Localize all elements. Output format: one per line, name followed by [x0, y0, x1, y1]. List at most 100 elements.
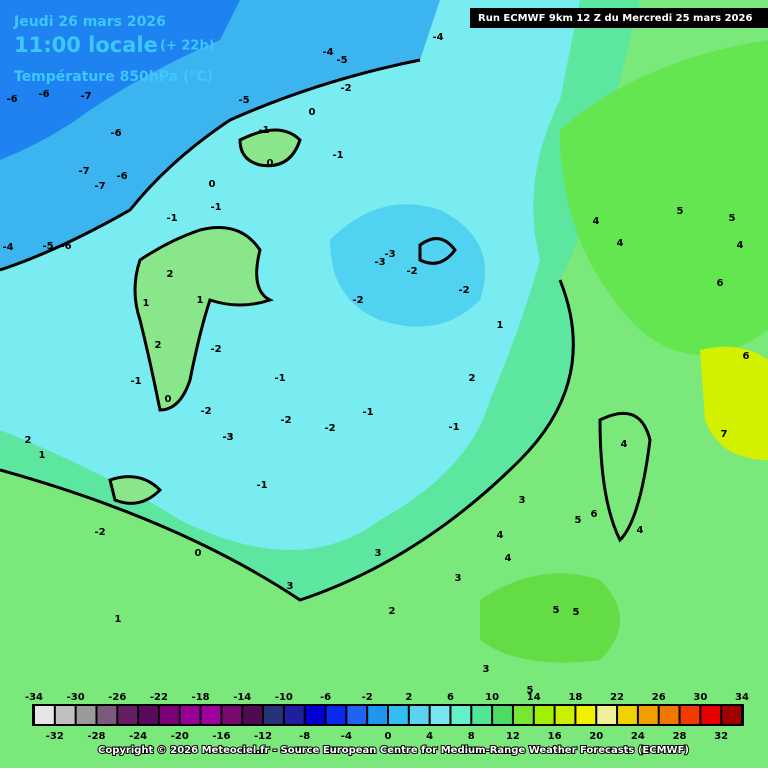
- colorbar-label: 2: [405, 692, 412, 703]
- contour: [418, 237, 457, 265]
- contour-label: -2: [406, 266, 417, 277]
- contour-label: -6: [6, 94, 17, 105]
- contour-label: 5: [553, 605, 560, 616]
- contour-label: -6: [116, 171, 127, 182]
- time: 11:00 locale: [14, 33, 158, 57]
- contour-label: -3: [222, 432, 233, 443]
- contour-label: 2: [469, 373, 476, 384]
- colorbar-swatch: [222, 706, 242, 724]
- contour-label: 6: [591, 509, 598, 520]
- contour-label: -6: [110, 128, 121, 139]
- colorbar-swatch: [243, 706, 263, 724]
- colorbar-swatch: [389, 706, 408, 724]
- contour-label: 2: [155, 340, 162, 351]
- colorbar-swatch: [513, 706, 533, 724]
- colorbar-swatch: [597, 706, 617, 724]
- colorbar-swatch: [347, 706, 367, 724]
- colorbar-label: 24: [631, 731, 645, 742]
- colorbar-label: 16: [548, 731, 562, 742]
- colorbar-label: -18: [192, 692, 210, 703]
- contour-label: -1: [210, 202, 221, 213]
- contour-label: -1: [166, 213, 177, 224]
- contour-label: -1: [332, 150, 343, 161]
- colorbar-swatch: [680, 706, 700, 724]
- contour-label: -2: [280, 415, 291, 426]
- contour-label: 2: [25, 435, 32, 446]
- colorbar-label: -34: [25, 692, 43, 703]
- colorbar-label: -16: [212, 731, 230, 742]
- contour-label: 3: [287, 581, 294, 592]
- contour-label: -6: [60, 241, 71, 252]
- warm-south: [480, 573, 620, 663]
- colorbar-label: -32: [46, 731, 64, 742]
- colorbar-swatch: [534, 706, 554, 724]
- colorbar-swatch: [451, 706, 471, 724]
- copyright: Copyright © 2026 Meteociel.fr - Source E…: [98, 745, 689, 756]
- contour-label: 6: [743, 351, 750, 362]
- colorbar-label: 12: [506, 731, 520, 742]
- colorbar-swatch: [368, 706, 387, 724]
- colorbar-swatch: [722, 706, 741, 724]
- contour-label: 4: [593, 216, 600, 227]
- date: Jeudi 26 mars 2026: [13, 14, 166, 30]
- colorbar-swatch: [618, 706, 637, 724]
- colorbar-swatch: [55, 706, 75, 724]
- contour-label: 1: [39, 450, 46, 461]
- hot-spot: [700, 346, 768, 460]
- colorbar-swatch: [76, 706, 96, 724]
- colorbar-label: -26: [108, 692, 126, 703]
- contour-label: 5: [573, 607, 580, 618]
- colorbar-swatch: [472, 706, 492, 724]
- colorbar-label: 28: [673, 731, 687, 742]
- contour-label: -4: [2, 242, 13, 253]
- contour-label: 0: [195, 548, 202, 559]
- contour-label: 5: [677, 206, 684, 217]
- contour-label: -1: [258, 125, 269, 136]
- contour-label: 5: [527, 685, 534, 696]
- very-cold-zone: [0, 0, 240, 160]
- colorbar-swatch: [118, 706, 138, 724]
- offset: (+ 22h): [160, 39, 215, 54]
- colorbar-swatch: [180, 706, 200, 724]
- contour-label: -2: [200, 406, 211, 417]
- contour-label: -5: [238, 95, 249, 106]
- contour-label: 7: [721, 429, 728, 440]
- colorbar-label: -28: [87, 731, 105, 742]
- colorbar-swatch: [555, 706, 575, 724]
- island: [133, 226, 274, 412]
- contours: [0, 58, 652, 602]
- island: [108, 475, 163, 505]
- contour-label: 3: [519, 495, 526, 506]
- warm-east: [560, 40, 768, 355]
- contour-label: 3: [375, 548, 382, 559]
- colorbar-swatch: [701, 706, 721, 724]
- contour-label: -3: [374, 257, 385, 268]
- colorbar-swatch: [97, 706, 117, 724]
- colorbar-swatch: [264, 706, 283, 724]
- contour-label: -5: [336, 55, 347, 66]
- colorbar-label: 14: [527, 692, 541, 703]
- contour-label: -3: [384, 249, 395, 260]
- run-info: Run ECMWF 9km 12 Z du Mercredi 25 mars 2…: [478, 13, 752, 24]
- colorbar-frame: [32, 704, 744, 726]
- colorbar-swatch: [201, 706, 221, 724]
- colorbar-label: -4: [341, 731, 352, 742]
- cold-pocket: [330, 204, 485, 327]
- contour-label: 0: [267, 158, 274, 169]
- contour-label: -1: [256, 480, 267, 491]
- contour-label: 4: [621, 439, 628, 450]
- colorbar-label: 0: [385, 731, 392, 742]
- contour-label: 0: [165, 394, 172, 405]
- colorbar-label: -8: [299, 731, 310, 742]
- colorbar-swatch: [493, 706, 512, 724]
- colorbar-label: -24: [129, 731, 147, 742]
- colorbar-swatch: [638, 706, 658, 724]
- colorbar-label: -20: [171, 731, 189, 742]
- colorbar-label: 30: [693, 692, 707, 703]
- colorbar-label: 22: [610, 692, 624, 703]
- colorbar-label: 32: [714, 731, 728, 742]
- colorbar-label: 4: [426, 731, 433, 742]
- contour-label: 5: [729, 213, 736, 224]
- run-box: [470, 8, 768, 28]
